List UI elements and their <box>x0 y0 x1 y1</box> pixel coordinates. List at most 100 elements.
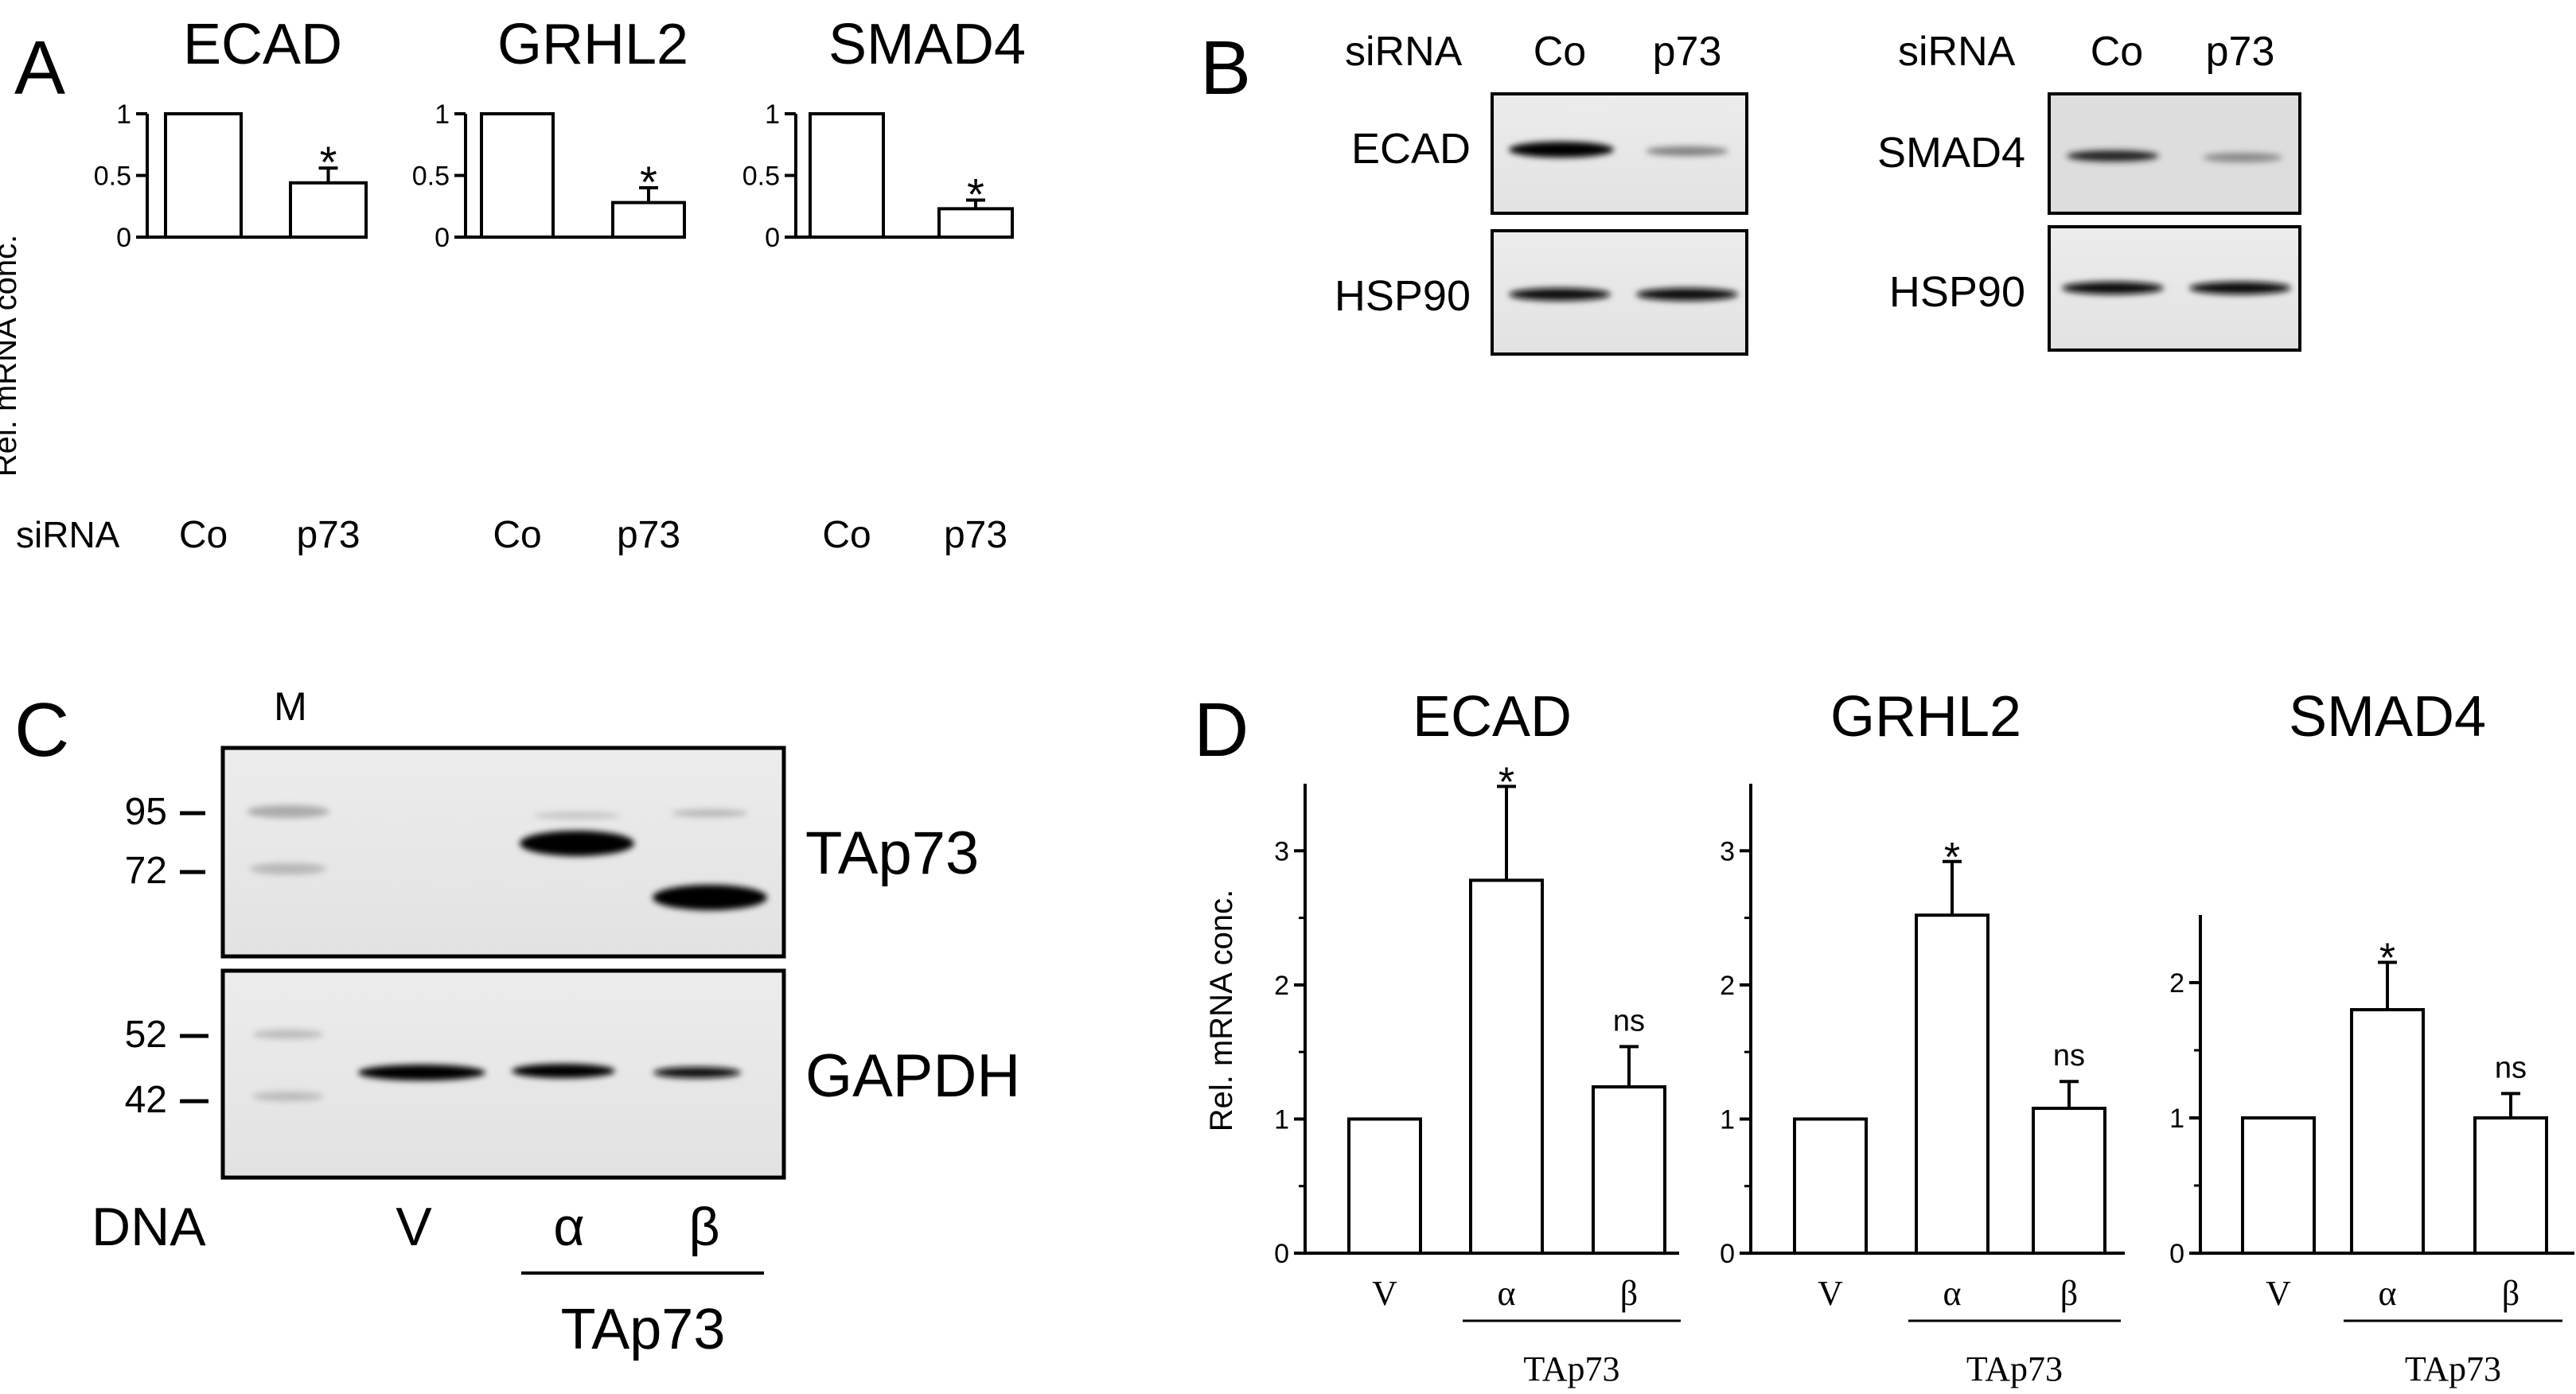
band-hsp90-right-co <box>2062 282 2164 294</box>
band-gapdh-alpha <box>512 1064 615 1078</box>
panel-d-grhl2-chart: GRHL2 0 1 2 3 V * α ns β TAp73 <box>1720 685 2125 1388</box>
chart-d-grhl2-ytick-label-0: 0 <box>1720 1239 1735 1269</box>
marker-band-42 <box>252 1092 324 1101</box>
panel-b-lane-co-right: Co <box>2091 29 2143 75</box>
blot-label-tap73: TAp73 <box>805 820 979 887</box>
marker-lane-label: M <box>274 684 307 729</box>
chart-d-grhl2-bar-β <box>2032 1106 2106 1256</box>
band-tap73-beta <box>653 885 767 910</box>
panel-a-grhl2-chart: GRHL2 0 0.5 1 Co * p73 <box>412 13 688 556</box>
chart-d-ecad-bar-α <box>1469 878 1544 1256</box>
band-tap73-beta-faint <box>672 809 748 817</box>
chart-a-smad4-cat-p73: p73 <box>944 514 1007 556</box>
chart-d-ecad-group-label: TAp73 <box>1523 1349 1619 1388</box>
chart-d-smad4-ytick-label-0: 0 <box>2169 1239 2184 1269</box>
chart-a-ecad-title: ECAD <box>183 13 342 76</box>
chart-a-grhl2-ytick-label-0: 0 <box>435 223 450 253</box>
marker-95-label: 95 <box>125 791 167 833</box>
chart-a-ecad-bar-p73 <box>289 181 368 239</box>
chart-d-smad4-bar-β <box>2473 1116 2548 1255</box>
panel-a-ylabel: Rel. mRNA conc. <box>0 235 23 477</box>
band-gapdh-v <box>358 1065 485 1081</box>
chart-a-ecad-bar-co <box>164 112 243 239</box>
panel-d-ylabel: Rel. mRNA conc. <box>1204 890 1239 1132</box>
band-hsp90-left-co <box>1509 288 1611 301</box>
chart-d-ecad-ytick-label-0: 0 <box>1274 1239 1289 1269</box>
marker-band-52 <box>252 1030 324 1039</box>
chart-d-smad4-ytick-label-1: 1 <box>2169 1104 2184 1134</box>
chart-d-grhl2-ytick-label-2: 2 <box>1720 971 1735 1001</box>
chart-d-ecad-bar-v <box>1347 1117 1422 1256</box>
chart-a-smad4-sig-p73: * <box>967 169 984 220</box>
panel-c-letter: C <box>14 687 69 773</box>
chart-a-ecad-cat-co: Co <box>179 514 228 556</box>
band-gapdh-beta <box>653 1067 741 1078</box>
chart-d-grhl2-title: GRHL2 <box>1830 685 2021 749</box>
chart-a-ecad-ytick-label-2: 1 <box>116 99 131 130</box>
chart-a-grhl2-ytick-label-1: 0.5 <box>412 162 450 192</box>
chart-d-smad4-cat-β: β <box>2502 1274 2519 1313</box>
chart-d-ecad-title: ECAD <box>1413 685 1572 749</box>
chart-d-grhl2-cat-α: α <box>1943 1274 1961 1313</box>
panel-b-letter: B <box>1200 25 1251 111</box>
panel-b-siRNA-label-left: siRNA <box>1345 29 1463 75</box>
chart-d-grhl2-bar-α <box>1915 913 1989 1255</box>
chart-d-smad4-bar-α <box>2350 1008 2425 1255</box>
chart-a-grhl2-cat-co: Co <box>493 514 541 556</box>
blot-label-hsp90-left: HSP90 <box>1335 272 1471 320</box>
chart-d-smad4-ytick-label-2: 2 <box>2169 968 2184 999</box>
marker-band-72 <box>250 863 326 874</box>
band-smad4-co <box>2067 150 2159 162</box>
band-hsp90-right-p73 <box>2189 282 2291 294</box>
panel-b: B siRNA Co p73 ECAD HSP90 siRNA Co p73 S… <box>1200 25 2301 356</box>
marker-72-label: 72 <box>125 850 167 892</box>
panel-a-smad4-chart: SMAD4 0 0.5 1 Co * p73 <box>742 13 1026 556</box>
chart-d-grhl2-ytick-label-1: 1 <box>1720 1104 1735 1135</box>
marker-42-label: 42 <box>125 1079 167 1121</box>
chart-d-ecad-sig-α: * <box>1498 759 1514 805</box>
chart-d-ecad-cat-v: V <box>1372 1274 1397 1313</box>
chart-a-smad4-cat-co: Co <box>822 514 871 556</box>
chart-d-grhl2-cat-β: β <box>2060 1274 2078 1313</box>
chart-a-grhl2-ytick-label-2: 1 <box>435 99 450 130</box>
chart-d-smad4-sig-β: ns <box>2495 1051 2527 1084</box>
band-tap73-alpha-faint <box>533 812 621 819</box>
chart-d-grhl2-ytick-label-3: 3 <box>1720 836 1735 866</box>
chart-d-smad4-cat-v: V <box>2266 1274 2291 1313</box>
panel-a-ecad-chart: ECAD 0 0.5 1 Co * p73 <box>94 13 368 556</box>
chart-d-ecad-cat-α: α <box>1497 1274 1515 1313</box>
panel-b-siRNA-label-right: siRNA <box>1898 29 2016 75</box>
lane-v-label: V <box>396 1197 432 1257</box>
band-hsp90-left-p73 <box>1636 288 1738 301</box>
panel-c: C M TAp73 95 72 GAPDH 52 42 DNA V α β <box>14 684 1020 1361</box>
band-smad4-p73 <box>2203 153 2282 162</box>
tap73-group-label: TAp73 <box>561 1298 726 1361</box>
panel-b-lane-co-left: Co <box>1534 29 1586 75</box>
chart-d-ecad-ytick-label-2: 2 <box>1274 971 1289 1001</box>
chart-d-smad4-title: SMAD4 <box>2289 685 2486 749</box>
lane-alpha-label: α <box>553 1197 584 1257</box>
chart-d-grhl2-group-label: TAp73 <box>1966 1349 2063 1388</box>
chart-a-smad4-ytick-label-1: 0.5 <box>742 162 780 192</box>
chart-a-ecad-sig-p73: * <box>320 137 337 187</box>
panel-a-letter: A <box>14 25 65 111</box>
band-ecad-p73 <box>1646 146 1728 156</box>
marker-band-95 <box>247 805 329 818</box>
chart-a-smad4-ytick-label-2: 1 <box>765 99 780 130</box>
chart-d-grhl2-sig-β: ns <box>2053 1039 2085 1073</box>
chart-d-ecad-ytick-label-1: 1 <box>1274 1104 1289 1135</box>
panel-a: A Rel. mRNA conc. siRNA ECAD00.51Co*p73 … <box>0 13 1026 556</box>
chart-d-ecad-sig-β: ns <box>1613 1004 1645 1038</box>
chart-a-grhl2-cat-p73: p73 <box>617 514 680 556</box>
chart-d-grhl2-bar-v <box>1793 1117 1868 1256</box>
chart-a-grhl2-title: GRHL2 <box>497 13 688 76</box>
chart-d-smad4-cat-α: α <box>2378 1274 2396 1313</box>
lane-beta-label: β <box>688 1197 719 1257</box>
blot-label-hsp90-right: HSP90 <box>1889 268 2025 316</box>
chart-a-grhl2-bar-p73 <box>611 201 686 239</box>
marker-52-label: 52 <box>125 1014 167 1056</box>
